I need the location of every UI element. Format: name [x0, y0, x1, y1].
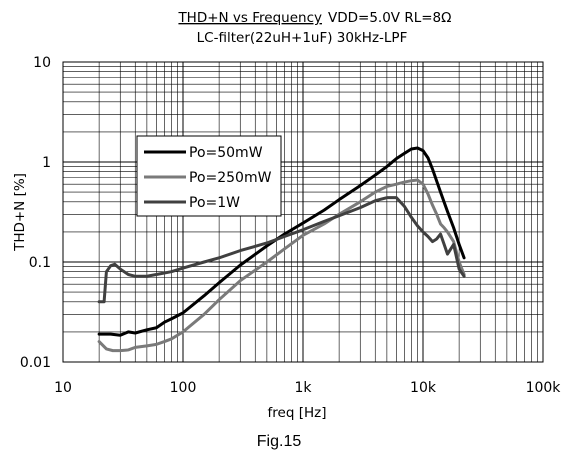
series-line-3: [97, 196, 466, 304]
legend-label: Po=50mW: [189, 145, 263, 161]
series-line-1: [97, 146, 466, 337]
x-tick-label: 10: [54, 380, 72, 396]
y-tick-label: 0.01: [20, 355, 51, 371]
y-tick-label: 0.1: [29, 255, 51, 271]
series-layer: [97, 146, 466, 353]
x-tick-label: 10k: [410, 380, 437, 396]
legend-label: Po=1W: [189, 195, 240, 211]
tick-labels: 10 100 1k 10k 100k 10 1 0.1 0.01: [20, 55, 561, 396]
x-tick-label: 100k: [526, 380, 562, 396]
y-axis-label: THD+N [%]: [12, 173, 28, 252]
figure-label: Fig.15: [257, 433, 302, 450]
chart-subtitle: LC-filter(22uH+1uF) 30kHz-LPF: [197, 30, 408, 46]
grid-lines: [62, 62, 543, 363]
x-tick-label: 1k: [294, 380, 312, 396]
chart-title-underlined: THD+N vs Frequency: [177, 10, 322, 26]
legend-label: Po=250mW: [189, 170, 272, 186]
x-tick-label: 100: [170, 380, 197, 396]
plot-frame: [62, 61, 544, 363]
y-tick-label: 10: [33, 55, 51, 71]
y-tick-label: 1: [42, 155, 51, 171]
x-axis-label: freq [Hz]: [268, 405, 327, 421]
chart-title-conditions: VDD=5.0V RL=8Ω: [328, 10, 451, 26]
legend: Po=50mW Po=250mW Po=1W: [136, 135, 282, 217]
